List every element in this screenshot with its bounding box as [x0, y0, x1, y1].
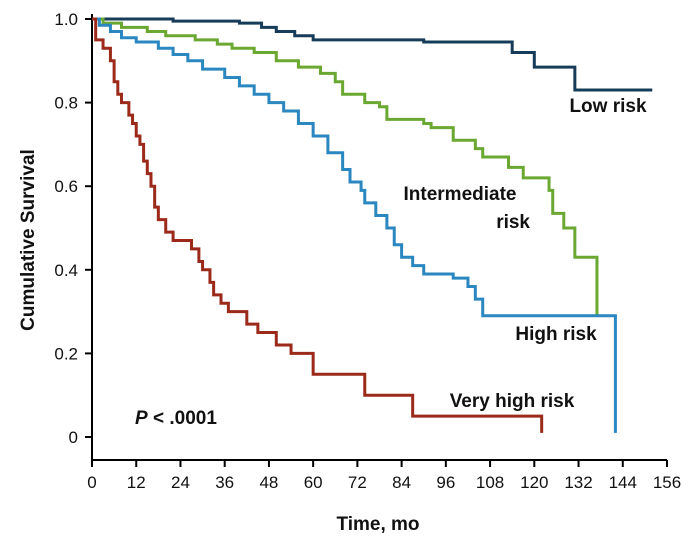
x-tick-label: 156	[653, 473, 681, 492]
series-label: Very high risk	[450, 391, 575, 412]
x-tick-label: 84	[392, 473, 411, 492]
y-tick-label: 0.4	[54, 261, 78, 280]
series-label: High risk	[515, 324, 597, 345]
p-symbol: P	[135, 408, 148, 429]
x-tick-label: 0	[87, 473, 96, 492]
x-tick-label: 108	[476, 473, 504, 492]
x-tick-label: 36	[215, 473, 234, 492]
series-label: Intermediate	[404, 184, 517, 205]
survival-curve	[92, 17, 599, 316]
y-tick-label: 0	[69, 428, 78, 447]
x-tick-label: 48	[259, 473, 278, 492]
y-tick-label: 0.6	[54, 177, 78, 196]
p-value: P < .0001	[135, 408, 217, 429]
series-label: risk	[496, 212, 530, 233]
y-tick-label: 0.8	[54, 94, 78, 113]
x-tick-label: 132	[564, 473, 592, 492]
survival-curve	[92, 17, 544, 433]
x-tick-label: 120	[520, 473, 548, 492]
survival-curve	[92, 17, 653, 92]
x-tick-label: 60	[304, 473, 323, 492]
series-label: Low risk	[569, 96, 647, 117]
x-tick-label: 24	[171, 473, 190, 492]
y-tick-label: 0.2	[54, 344, 78, 363]
y-tick-label: 1.0	[54, 10, 78, 29]
x-tick-label: 72	[348, 473, 367, 492]
x-tick-label: 12	[127, 473, 146, 492]
p-text: < .0001	[153, 408, 217, 429]
x-tick-label: 144	[609, 473, 637, 492]
x-tick-label: 96	[436, 473, 455, 492]
x-axis-title: Time, mo	[336, 514, 419, 535]
y-axis-title: Cumulative Survival	[18, 149, 39, 331]
survival-curve	[92, 17, 617, 433]
